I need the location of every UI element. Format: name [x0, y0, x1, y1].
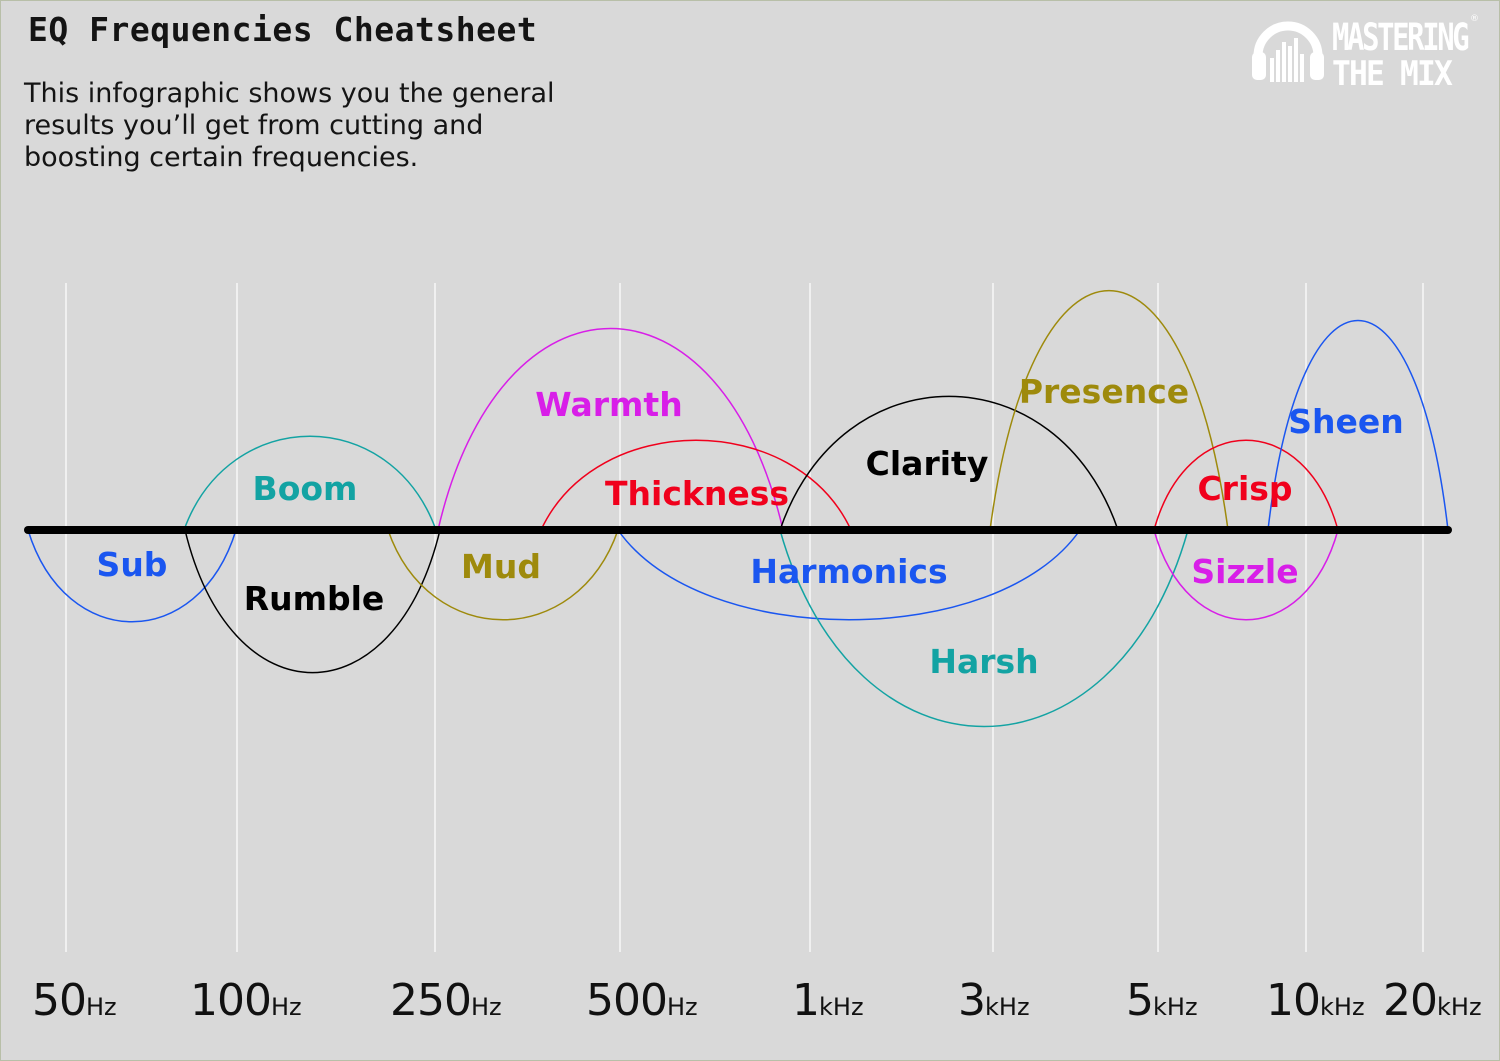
tick-value: 100 [190, 975, 272, 1026]
brand-logo: MASTERING THE MIX ® [1248, 12, 1479, 94]
label-warmth: Warmth [535, 385, 682, 424]
tick-value: 250 [390, 975, 472, 1026]
axis-tick-250Hz: 250Hz [390, 975, 502, 1026]
axis-tick-1kHz: 1kHz [792, 975, 864, 1026]
label-mud: Mud [461, 547, 541, 586]
tick-value: 50 [32, 975, 87, 1026]
curve-crisp [1153, 439, 1339, 531]
curve-boom [183, 435, 437, 531]
axis-tick-100Hz: 100Hz [190, 975, 302, 1026]
band-labels: Sub Boom Rumble Mud Warmth Thickness Harmonics… [97, 372, 1404, 681]
label-boom: Boom [253, 469, 358, 508]
curve-clarity [779, 395, 1119, 531]
tick-unit: kHz [819, 993, 864, 1021]
tick-value: 10 [1266, 975, 1321, 1026]
tick-unit: kHz [985, 993, 1030, 1021]
label-sheen: Sheen [1288, 402, 1404, 441]
curve-harsh [779, 529, 1189, 728]
tick-unit: kHz [1437, 993, 1482, 1021]
curve-rumble [184, 529, 441, 674]
curve-harmonics [617, 529, 1081, 621]
tick-value: 3 [958, 975, 986, 1026]
label-harsh: Harsh [929, 642, 1038, 681]
tick-value: 5 [1126, 975, 1154, 1026]
gridlines [65, 283, 1424, 952]
label-clarity: Clarity [866, 444, 989, 483]
curve-sheen [1267, 320, 1449, 531]
label-crisp: Crisp [1197, 469, 1292, 508]
curve-thickness [540, 439, 852, 531]
band-curves [27, 290, 1449, 728]
label-sizzle: Sizzle [1191, 552, 1298, 591]
intro-text: This infographic shows you the general r… [24, 78, 555, 173]
tick-value: 1 [792, 975, 820, 1026]
tick-unit: Hz [470, 993, 502, 1021]
curve-sub [27, 529, 237, 623]
page-title: EQ Frequencies Cheatsheet [28, 10, 538, 49]
registered-mark: ® [1470, 14, 1479, 24]
tick-value: 500 [586, 975, 668, 1026]
axis-tick-500Hz: 500Hz [586, 975, 698, 1026]
axis-tick-20kHz: 20kHz [1383, 975, 1482, 1026]
label-sub: Sub [97, 545, 168, 584]
logo-wordmark-bottom: THE MIX [1332, 54, 1453, 94]
tick-unit: Hz [666, 993, 698, 1021]
headphones-icon [1252, 21, 1324, 82]
axis-tick-10kHz: 10kHz [1266, 975, 1365, 1026]
label-harmonics: Harmonics [750, 552, 947, 591]
axis-tick-50Hz: 50Hz [32, 975, 117, 1026]
axis-tick-5kHz: 5kHz [1126, 975, 1198, 1026]
tick-unit: kHz [1153, 993, 1198, 1021]
axis-tick-3kHz: 3kHz [958, 975, 1030, 1026]
label-rumble: Rumble [244, 579, 385, 618]
tick-value: 20 [1383, 975, 1438, 1026]
curve-mud [387, 529, 619, 621]
tick-unit: kHz [1320, 993, 1365, 1021]
tick-unit: Hz [86, 993, 117, 1021]
label-thickness: Thickness [605, 474, 789, 513]
logo-wordmark-top: MASTERING [1332, 16, 1470, 59]
curve-presence [989, 290, 1229, 531]
curve-warmth [437, 327, 784, 531]
tick-unit: Hz [270, 993, 302, 1021]
curve-sizzle [1153, 529, 1339, 621]
label-presence: Presence [1019, 372, 1189, 411]
